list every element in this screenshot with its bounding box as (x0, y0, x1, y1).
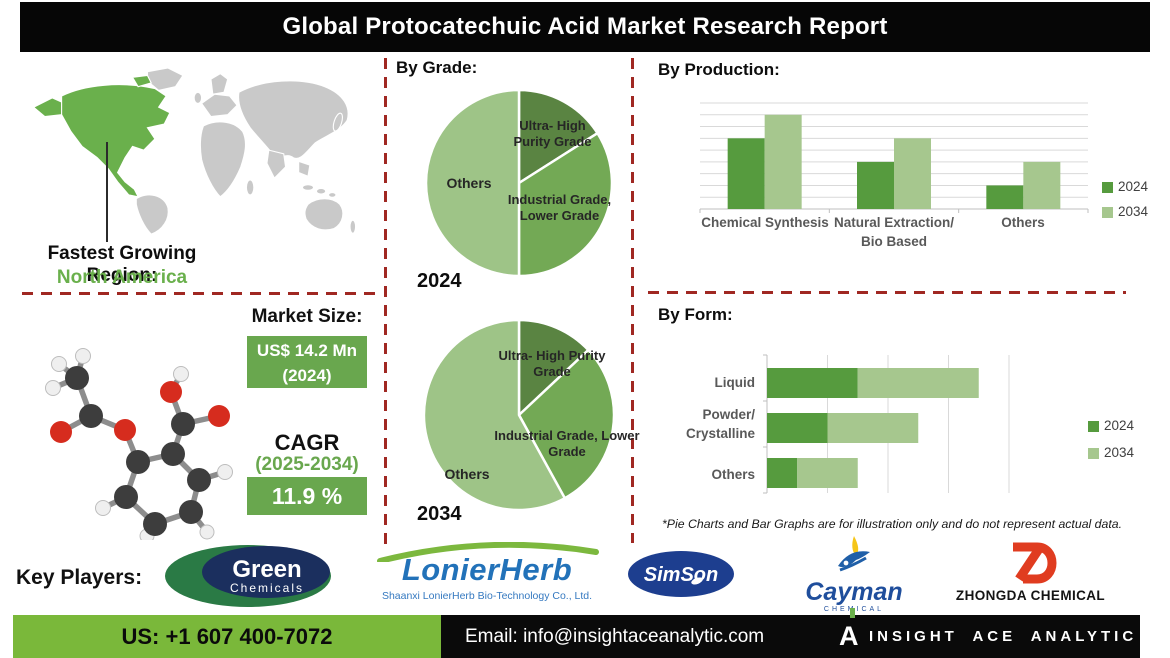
lonierherb-subtitle: Shaanxi LonierHerb Bio-Technology Co., L… (381, 590, 593, 602)
footer-contact-panel: Email: info@insightaceanalytic.com A INS… (441, 608, 1140, 658)
grade-section-heading: By Grade: (396, 58, 478, 77)
production-category-1: Chemical Synthesis (701, 215, 829, 230)
zhongda-wordmark: ZHONGDA CHEMICAL (955, 588, 1106, 603)
pie-chart-by-grade-2024 (424, 88, 614, 278)
form-legend-swatch-2034 (1088, 448, 1099, 459)
form-section-heading: By Form: (658, 305, 733, 324)
pie2-year-label: 2034 (417, 503, 462, 525)
production-legend-swatch-2034 (1102, 207, 1113, 218)
form-category-liquid: Liquid (714, 375, 756, 390)
key-players-label: Key Players: (16, 566, 143, 589)
footer-email: Email: info@insightaceanalytic.com (465, 626, 765, 647)
lonierherb-wordmark: LonierHerb (401, 552, 573, 587)
pie1-label-industrial: Industrial Grade, Lower Grade (507, 192, 612, 224)
title-bar: Global Protocatechuic Acid Market Resear… (20, 2, 1150, 52)
form-legend-label-2034: 2034 (1104, 445, 1135, 460)
lonierherb-swoosh-icon (377, 542, 599, 562)
vertical-divider-left (384, 58, 387, 545)
green-chemicals-word2: Chemicals (230, 581, 304, 595)
pie1-year-label: 2024 (417, 270, 462, 292)
green-chemicals-word1: Green (232, 556, 301, 583)
market-size-label: Market Size: (251, 306, 363, 327)
world-map (32, 68, 357, 235)
region-label: Fastest Growing Region: (47, 243, 197, 286)
region-value: North America (56, 267, 188, 288)
production-section-heading: By Production: (658, 60, 780, 79)
simson-logo: SimSon (628, 551, 734, 597)
production-legend-swatch-2024 (1102, 182, 1113, 193)
green-chemicals-logo: Green Chemicals (165, 545, 331, 607)
zhongda-zd-icon (1012, 542, 1056, 584)
cagr-label: CAGR (274, 430, 340, 455)
production-legend-label-2034: 2034 (1118, 204, 1149, 219)
form-category-others: Others (711, 467, 755, 482)
footer-brand: INSIGHT ACE ANALYTIC (869, 628, 1138, 645)
form-bar-chart (763, 354, 1010, 494)
production-category-3: Others (1001, 215, 1045, 230)
map-gray-continents (135, 68, 357, 235)
insightace-green-tick-icon (850, 608, 855, 618)
form-legend-swatch-2024 (1088, 421, 1099, 432)
molecule-illustration (45, 348, 233, 540)
right-horizontal-divider (648, 291, 1126, 294)
map-pointer-line (106, 142, 108, 242)
disclaimer-footnote: *Pie Charts and Bar Graphs are for illus… (662, 517, 1123, 531)
cagr-value: 11.9 % (271, 483, 343, 509)
vertical-divider-right (631, 58, 634, 543)
pie2-label-others: Others (444, 466, 490, 482)
form-legend-label-2024: 2024 (1104, 418, 1135, 433)
pie2-label-industrial: Industrial Grade, Lower Grade (494, 428, 640, 460)
cagr-value-box: 11.9 % (247, 477, 367, 515)
simson-wordmark: SimSon (644, 564, 718, 586)
market-size-value: US$ 14.2 Mn (256, 341, 358, 360)
insightace-a-icon: A (839, 621, 859, 651)
production-category-2: Natural Extraction/ Bio Based (833, 215, 955, 249)
cagr-period: (2025-2034) (255, 454, 359, 475)
production-legend-label-2024: 2024 (1118, 179, 1149, 194)
footer-phone-panel: US: +1 607 400-7072 (13, 615, 441, 658)
lonierherb-logo: LonierHerb Shaanxi LonierHerb Bio-Techno… (372, 542, 602, 602)
market-size-year: (2024) (282, 365, 332, 385)
production-bar-chart (699, 102, 1089, 213)
pie2-label-ultra-high: Ultra- High Purity Grade (498, 348, 606, 380)
left-horizontal-divider (22, 292, 378, 295)
cayman-logo: Cayman CHEMICAL (798, 536, 910, 613)
zhongda-logo: ZHONGDA CHEMICAL (948, 540, 1113, 603)
market-size-value-box: US$ 14.2 Mn (2024) (247, 336, 367, 388)
pie1-label-others: Others (446, 175, 492, 191)
north-america-highlight (32, 74, 171, 198)
pie1-label-ultra-high: Ultra- High Purity Grade (513, 118, 592, 150)
cayman-wordmark: Cayman (805, 578, 903, 606)
cayman-fish-icon (838, 536, 870, 572)
footer-phone: US: +1 607 400-7072 (121, 624, 333, 649)
page-title: Global Protocatechuic Acid Market Resear… (282, 13, 888, 40)
pie-chart-by-grade-2034 (422, 318, 616, 512)
molecule-atoms (45, 348, 233, 540)
form-category-powder: Powder/ Crystalline (685, 407, 755, 441)
